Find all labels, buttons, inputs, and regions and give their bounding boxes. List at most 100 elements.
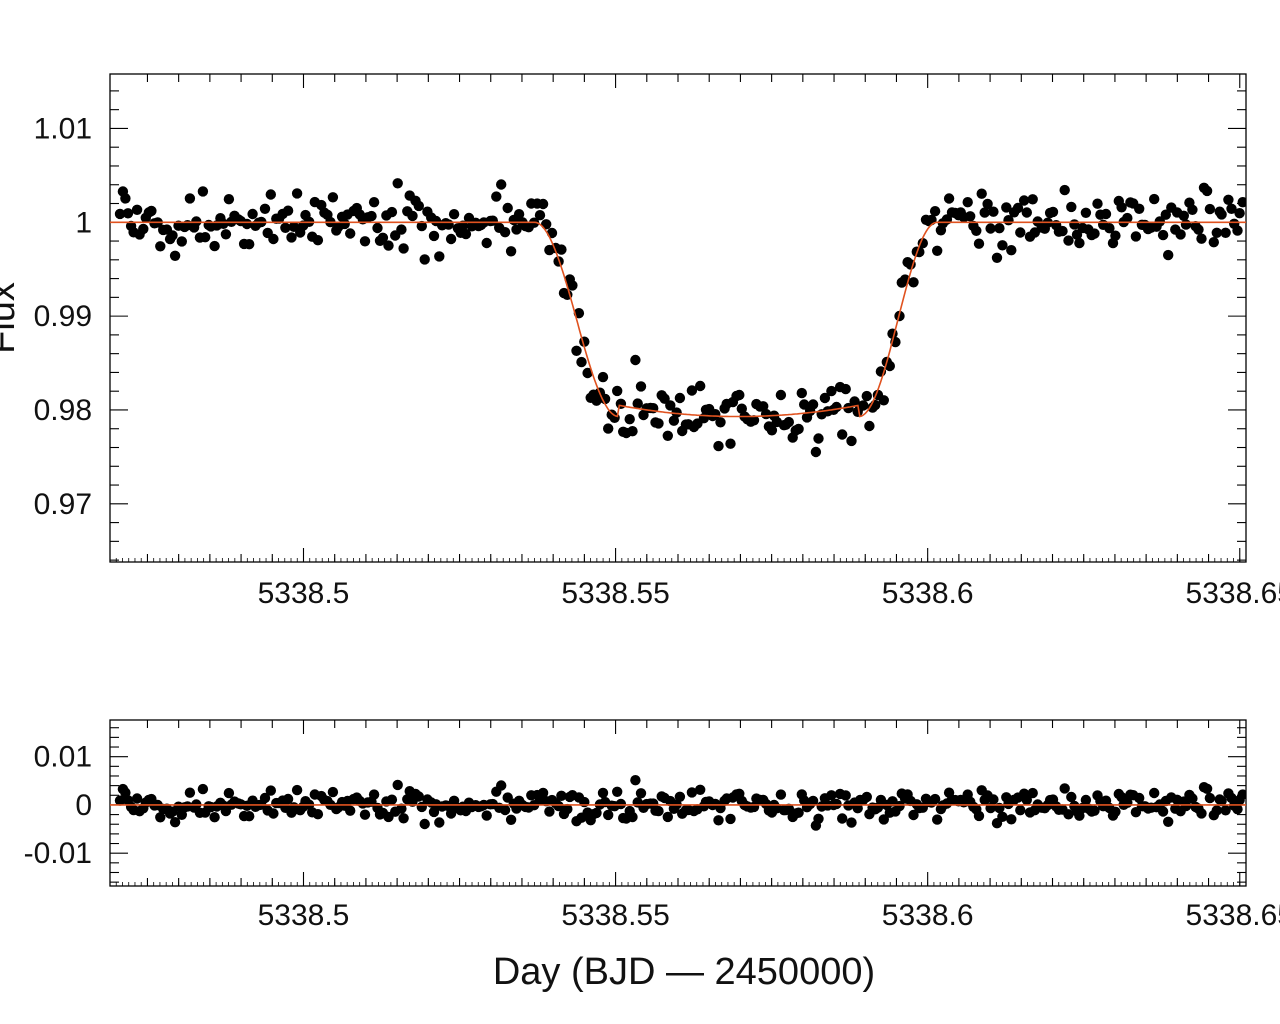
residual-point bbox=[635, 788, 647, 799]
flux-point bbox=[505, 246, 517, 257]
flux-point bbox=[1021, 207, 1032, 218]
residual-point bbox=[169, 817, 181, 828]
flux-x-tick-label: 5338.55 bbox=[561, 577, 669, 610]
flux-point bbox=[481, 237, 492, 249]
flux-point bbox=[576, 356, 587, 368]
flux-point bbox=[878, 395, 889, 406]
flux-point bbox=[114, 208, 126, 220]
flux-point bbox=[428, 230, 440, 242]
flux-point bbox=[460, 228, 472, 240]
flux-point bbox=[167, 230, 178, 241]
flux-point bbox=[627, 426, 638, 437]
flux-point bbox=[635, 381, 647, 392]
flux-point bbox=[612, 385, 623, 397]
flux-point bbox=[1092, 198, 1103, 209]
flux-point bbox=[758, 401, 769, 412]
residual-point bbox=[725, 813, 736, 825]
flux-point bbox=[1089, 228, 1100, 239]
residual-point bbox=[615, 798, 627, 810]
residuals-panel: 0.01 0 -0.01 5338.5 5338.55 5338.6 5338.65 Da… bbox=[24, 719, 1280, 993]
flux-point bbox=[1208, 237, 1220, 248]
flux-point bbox=[861, 390, 872, 402]
residual-point bbox=[826, 790, 837, 801]
flux-point bbox=[713, 440, 724, 452]
flux-point bbox=[748, 415, 760, 426]
residual-x-tick-label: 5338.5 bbox=[258, 899, 350, 932]
flux-point bbox=[448, 209, 460, 220]
residual-point bbox=[686, 787, 698, 798]
flux-point bbox=[686, 385, 698, 396]
flux-point bbox=[386, 206, 398, 218]
flux-y-tick-label: 1.01 bbox=[34, 112, 92, 145]
flux-point bbox=[908, 277, 919, 288]
flux-point bbox=[327, 192, 339, 203]
flux-point bbox=[218, 218, 229, 229]
residual-point bbox=[1027, 787, 1038, 799]
residual-point bbox=[695, 784, 706, 795]
flux-point bbox=[122, 208, 134, 219]
flux-point bbox=[392, 178, 403, 189]
flux-point bbox=[1074, 237, 1085, 249]
flux-point bbox=[668, 415, 680, 426]
flux-point bbox=[1163, 249, 1174, 261]
residual-point bbox=[840, 790, 851, 801]
flux-point bbox=[976, 188, 987, 199]
residual-point bbox=[1216, 795, 1227, 807]
residual-point bbox=[793, 807, 804, 818]
flux-point bbox=[291, 188, 303, 199]
flux-point bbox=[372, 222, 383, 234]
flux-point bbox=[1237, 197, 1246, 208]
residual-point bbox=[653, 805, 664, 817]
flux-point bbox=[1066, 201, 1077, 213]
residual-point bbox=[499, 804, 511, 816]
residual-point bbox=[327, 786, 339, 798]
residual-point bbox=[1089, 805, 1100, 816]
flux-point bbox=[1027, 194, 1038, 205]
flux-point bbox=[223, 194, 235, 205]
flux-point bbox=[991, 252, 1003, 263]
flux-y-tick-label: 0.99 bbox=[34, 300, 92, 333]
residual-point bbox=[997, 811, 1008, 822]
flux-point bbox=[1063, 235, 1074, 246]
residual-point bbox=[209, 812, 220, 823]
flux-point bbox=[965, 211, 976, 222]
residual-point bbox=[1237, 789, 1246, 800]
flux-point bbox=[244, 239, 255, 250]
flux-point bbox=[624, 414, 635, 425]
residual-point bbox=[386, 794, 398, 805]
flux-y-tick-label: 1 bbox=[75, 206, 92, 239]
flux-point bbox=[120, 193, 131, 204]
residual-point bbox=[1180, 800, 1192, 812]
flux-point bbox=[567, 280, 578, 291]
residual-point bbox=[244, 811, 255, 822]
time-axis-title: Day (BJD — 2450000) bbox=[493, 951, 875, 993]
flux-point bbox=[810, 446, 822, 458]
flux-point bbox=[416, 220, 427, 232]
residual-point bbox=[603, 809, 614, 821]
flux-point bbox=[339, 218, 350, 230]
flux-point bbox=[807, 399, 819, 410]
residual-point bbox=[597, 787, 609, 799]
flux-point bbox=[985, 223, 996, 234]
flux-point bbox=[1059, 184, 1070, 196]
flux-point bbox=[241, 218, 253, 230]
flux-point bbox=[398, 243, 409, 254]
residual-point bbox=[908, 809, 919, 821]
flux-point bbox=[603, 423, 614, 434]
residual-point bbox=[1157, 806, 1169, 817]
flux-point bbox=[169, 250, 181, 261]
flux-point bbox=[971, 225, 982, 236]
flux-point bbox=[1201, 185, 1213, 197]
flux-point bbox=[413, 200, 424, 212]
flux-point bbox=[1057, 225, 1068, 237]
flux-point bbox=[396, 224, 407, 235]
flux-point bbox=[1196, 233, 1207, 244]
flux-point bbox=[1015, 227, 1026, 238]
residual-point bbox=[312, 809, 324, 820]
residual-point bbox=[929, 793, 941, 805]
flux-point bbox=[1012, 202, 1024, 214]
residual-point bbox=[662, 811, 673, 823]
flux-point bbox=[674, 392, 686, 404]
residual-y-tick-label: 0.01 bbox=[34, 741, 92, 774]
flux-point bbox=[1216, 209, 1227, 220]
